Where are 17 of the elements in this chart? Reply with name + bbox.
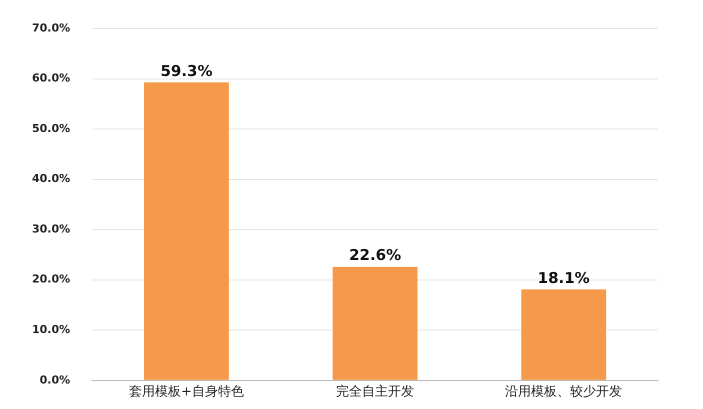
y-tick-label: 10.0% [32,323,70,336]
data-label: 59.3% [160,62,212,80]
y-tick-label: 70.0% [32,21,70,34]
data-label: 22.6% [349,246,402,264]
y-tick-label: 50.0% [32,122,70,135]
y-tick-label: 30.0% [32,222,70,236]
x-tick-label: 完全自主开发 [336,384,414,400]
y-tick-label: 0.0% [40,373,70,386]
bar [144,82,229,380]
y-tick-label: 60.0% [32,72,70,85]
bar [521,289,606,380]
x-tick-label: 套用模板+自身特色 [129,384,244,400]
data-label: 18.1% [538,268,590,287]
x-tick-label: 沿用模板、较少开发 [505,384,622,400]
y-tick-label: 40.0% [32,172,70,186]
bar [332,266,418,380]
y-tick-label: 20.0% [32,272,70,286]
